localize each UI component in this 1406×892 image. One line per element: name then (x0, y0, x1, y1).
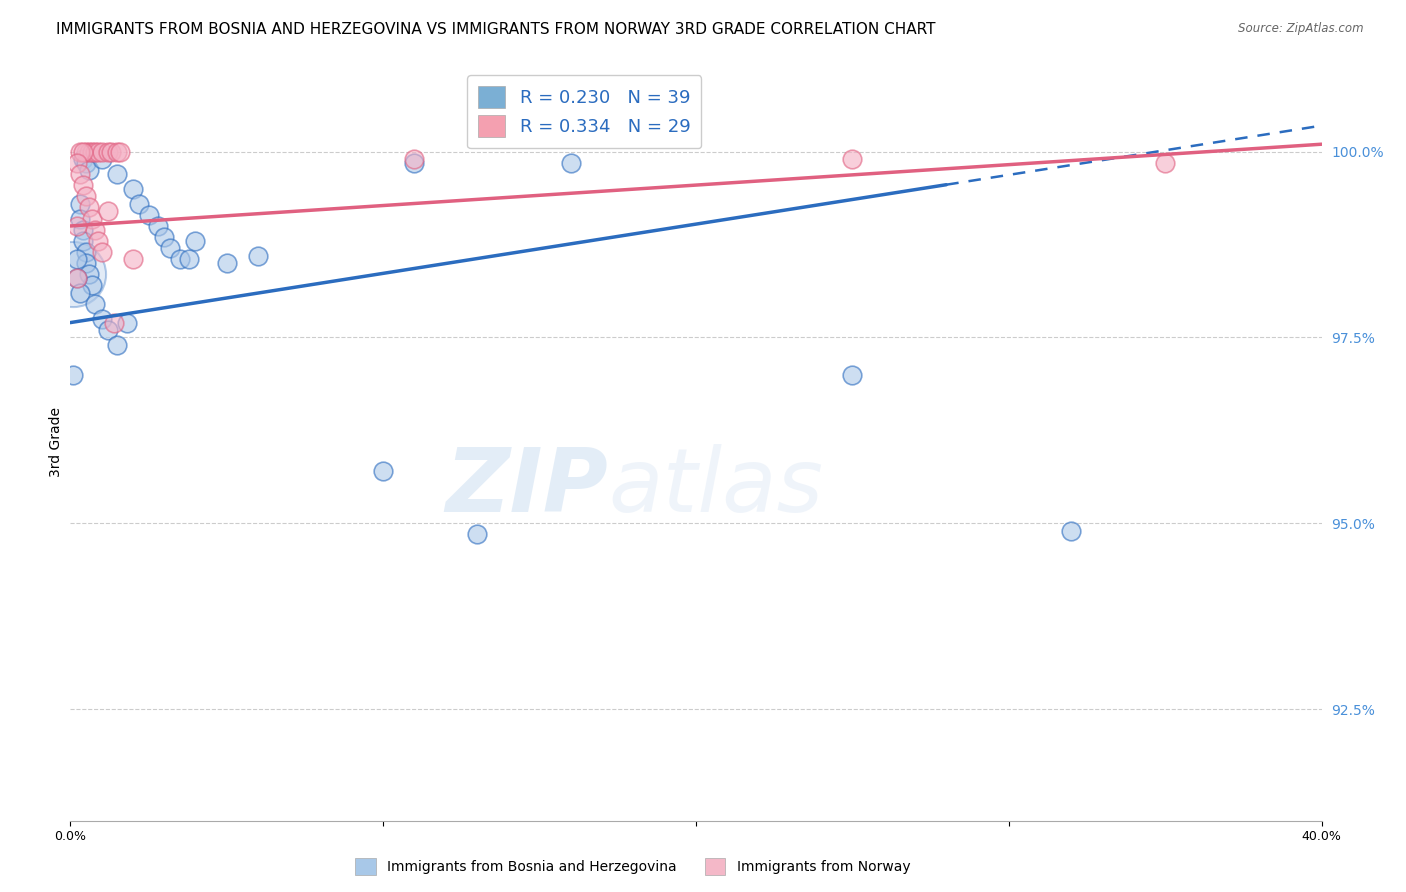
Point (62, 268, 84, 282)
Point (179, 252, 201, 267)
Point (560, 156, 582, 170)
Point (69, 211, 91, 226)
Point (105, 338, 128, 352)
Point (97, 323, 120, 337)
Point (65, 252, 87, 267)
Point (65, 219, 87, 233)
Point (90, 145, 112, 159)
Point (169, 252, 191, 267)
Legend: R = 0.230   N = 39, R = 0.334   N = 29: R = 0.230 N = 39, R = 0.334 N = 29 (467, 75, 702, 148)
Legend: Immigrants from Bosnia and Herzegovina, Immigrants from Norway: Immigrants from Bosnia and Herzegovina, … (350, 853, 915, 880)
Point (100, 145, 122, 159)
Point (82, 211, 104, 226)
Point (465, 527, 488, 541)
Point (77, 268, 100, 282)
Point (75, 156, 97, 170)
Text: ZIP: ZIP (446, 443, 609, 531)
Text: Source: ZipAtlas.com: Source: ZipAtlas.com (1239, 22, 1364, 36)
Point (841, 152, 863, 166)
Point (77, 145, 100, 159)
Point (75, 256, 97, 270)
Point (90, 244, 112, 259)
Point (90, 152, 112, 166)
Point (75, 244, 97, 259)
Point (72, 145, 94, 159)
Point (72, 234, 94, 248)
Point (82, 145, 104, 159)
Point (404, 156, 426, 170)
Y-axis label: 3rd Grade: 3rd Grade (49, 407, 63, 476)
Point (72, 178, 94, 193)
Point (84, 222, 107, 236)
Point (121, 182, 145, 196)
Point (105, 167, 128, 181)
Point (184, 234, 207, 248)
Point (75, 189, 97, 203)
Point (84, 297, 107, 311)
Point (128, 196, 150, 211)
Point (138, 208, 160, 222)
Point (146, 219, 169, 233)
Point (247, 249, 270, 263)
Point (77, 201, 100, 215)
Point (97, 204, 120, 219)
Point (65, 156, 87, 170)
Point (105, 145, 128, 159)
Point (65, 271, 87, 285)
Text: IMMIGRANTS FROM BOSNIA AND HERZEGOVINA VS IMMIGRANTS FROM NORWAY 3RD GRADE CORRE: IMMIGRANTS FROM BOSNIA AND HERZEGOVINA V… (56, 22, 936, 37)
Point (84, 145, 107, 159)
Point (97, 145, 120, 159)
Point (69, 167, 91, 181)
Point (1154, 156, 1177, 170)
Point (841, 368, 863, 382)
Point (65, 271, 87, 285)
Point (153, 230, 176, 244)
Text: atlas: atlas (609, 444, 824, 530)
Point (90, 312, 112, 326)
Point (75, 145, 97, 159)
Point (87, 234, 110, 248)
Point (72, 152, 94, 166)
Point (69, 285, 91, 300)
Point (72, 222, 94, 236)
Point (103, 316, 125, 330)
Point (77, 163, 100, 178)
Point (404, 152, 426, 166)
Point (215, 256, 238, 270)
Point (371, 464, 394, 478)
Point (110, 145, 132, 159)
Point (62, 368, 84, 382)
Point (82, 278, 104, 293)
Point (115, 316, 138, 330)
Point (159, 241, 181, 255)
Point (121, 252, 145, 267)
Point (87, 145, 110, 159)
Point (1060, 524, 1083, 538)
Point (69, 196, 91, 211)
Point (69, 145, 91, 159)
